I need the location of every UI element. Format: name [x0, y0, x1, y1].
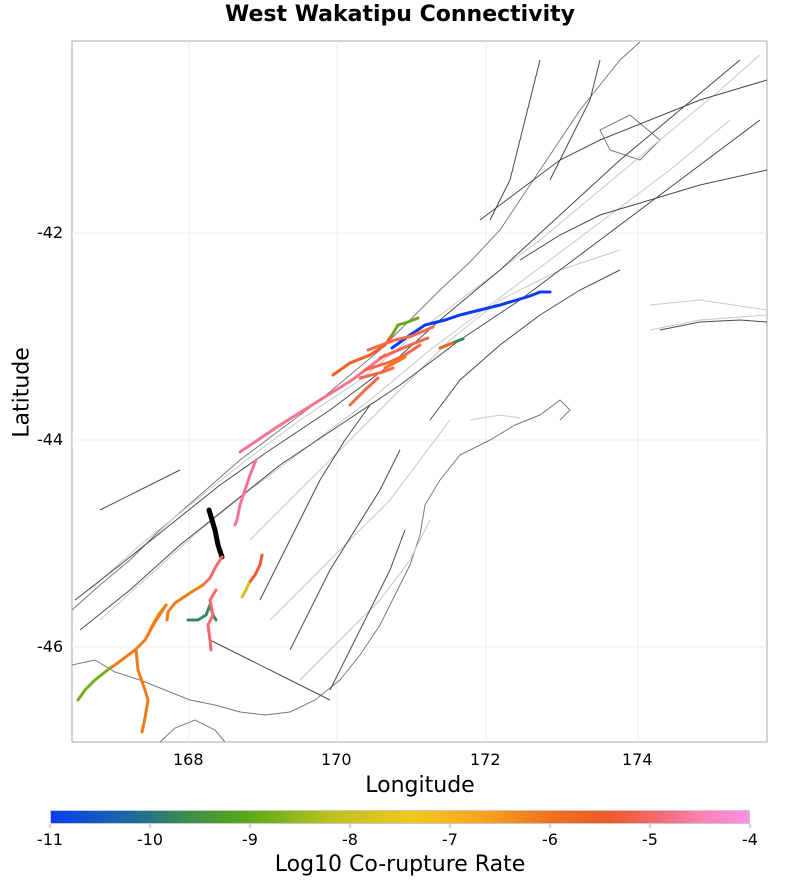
x-tick-label: 170 [321, 750, 352, 769]
colorbar-tick: -4 [742, 830, 758, 849]
colorbar-tick: -11 [36, 830, 64, 849]
x-tick-label: 172 [470, 750, 501, 769]
colorbar-tick: -7 [442, 830, 458, 849]
chart-title: West Wakatipu Connectivity [225, 2, 575, 27]
y-tick-label: -44 [37, 430, 64, 449]
colorbar-tick: -6 [542, 830, 558, 849]
colorbar-label: Log10 Co-rupture Rate [274, 852, 526, 877]
colorbar-tick: -9 [242, 830, 258, 849]
y-tick-label: -46 [37, 637, 64, 656]
y-axis-label: Latitude [9, 347, 35, 438]
corupture-segments [76, 290, 552, 734]
colorbar [50, 810, 750, 824]
x-axis-label: Longitude [365, 773, 475, 798]
west-wakatipu-fault [206, 507, 225, 560]
colorbar-tick: -10 [136, 830, 164, 849]
x-tick-label: 174 [622, 750, 653, 769]
colorbar-tick: -5 [642, 830, 658, 849]
fault-traces [74, 59, 768, 701]
y-tick-label: -42 [37, 223, 64, 242]
x-tick-label: 168 [173, 750, 204, 769]
plot-frame [71, 40, 768, 743]
colorbar-tick: -8 [342, 830, 358, 849]
